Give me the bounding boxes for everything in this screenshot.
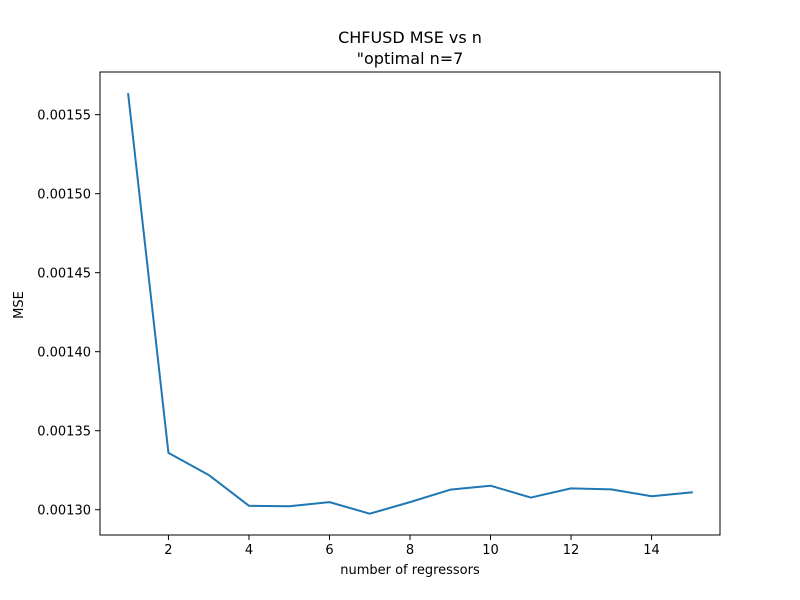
x-tick-label: 2 bbox=[164, 543, 172, 558]
axes-frame bbox=[99, 71, 721, 536]
y-tick-label: 0.00140 bbox=[37, 346, 91, 361]
y-tick-label: 0.00135 bbox=[37, 425, 91, 440]
x-tick-label: 10 bbox=[482, 543, 499, 558]
y-tick-label: 0.00145 bbox=[37, 267, 91, 282]
series-line-0 bbox=[127, 93, 693, 515]
x-tick-label: 14 bbox=[643, 543, 660, 558]
x-tick-label: 12 bbox=[563, 543, 580, 558]
plot-area: 2 4 6 8 10 12 14 0.00130 0.00135 0.00140 0.00145 0.… bbox=[37, 71, 721, 558]
y-tick-label: 0.00130 bbox=[37, 504, 91, 519]
y-axis-label: MSE bbox=[12, 291, 27, 319]
x-tick-label: 6 bbox=[325, 543, 333, 558]
x-tick-label: 8 bbox=[406, 543, 414, 558]
y-tick-label: 0.00150 bbox=[37, 188, 91, 203]
chart-subtitle: "optimal n=7 bbox=[357, 49, 464, 68]
chart-title: CHFUSD MSE vs n bbox=[338, 28, 482, 47]
x-tick-label: 4 bbox=[245, 543, 253, 558]
y-tick-label: 0.00155 bbox=[37, 109, 91, 124]
x-axis-label: number of regressors bbox=[340, 563, 480, 578]
